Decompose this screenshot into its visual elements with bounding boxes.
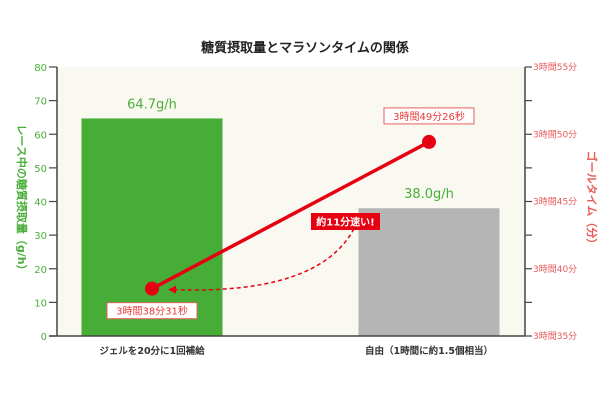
y-left-tick-label: 10 xyxy=(34,298,47,309)
annotation-badge xyxy=(311,213,380,230)
category-label: 自由（1時間に約1.5個相当） xyxy=(365,345,493,357)
y-right-tick-label: 3時間40分 xyxy=(533,264,577,275)
y-left-tick-label: 40 xyxy=(34,198,47,209)
y-right-tick-label: 3時間55分 xyxy=(533,62,577,73)
y-right-tick-label: 3時間45分 xyxy=(533,197,577,208)
y-left-tick-label: 70 xyxy=(34,97,47,108)
line-point xyxy=(422,134,436,149)
bar-value-label: 64.7g/h xyxy=(127,97,177,112)
series-line xyxy=(151,140,430,291)
y-left-tick-label: 20 xyxy=(34,265,47,276)
y-axis-right-label: ゴールタイム（分） xyxy=(585,151,599,250)
y-right-tick-label: 3時間35分 xyxy=(533,331,577,342)
annotation-text: 約11分速い! xyxy=(316,216,374,229)
time-label-box xyxy=(106,302,198,320)
arrowhead-icon xyxy=(168,285,176,294)
y-left-tick-label: 30 xyxy=(34,231,47,242)
dashed-arrow xyxy=(173,228,355,291)
y-left-tick-label: 50 xyxy=(34,164,47,175)
y-right-tick-label: 3時間50分 xyxy=(533,129,577,140)
bar xyxy=(358,208,500,336)
category-label: ジェルを20分に1回補給 xyxy=(99,345,205,357)
bar-value-label: 38.0g/h xyxy=(404,187,454,202)
line-point xyxy=(145,281,159,296)
bar xyxy=(81,118,223,336)
chart-title: 糖質摂取量とマラソンタイムの関係 xyxy=(201,40,409,56)
y-left-tick-label: 80 xyxy=(34,63,47,74)
y-axis-left-label: レース中の糖質摂取量（g/h） xyxy=(15,124,29,275)
y-left-tick-label: 60 xyxy=(34,130,47,141)
time-label: 3時間49分26秒 xyxy=(393,110,465,123)
y-left-tick-label: 0 xyxy=(41,332,47,343)
time-label: 3時間38分31秒 xyxy=(116,305,188,318)
time-label-box xyxy=(383,107,475,125)
